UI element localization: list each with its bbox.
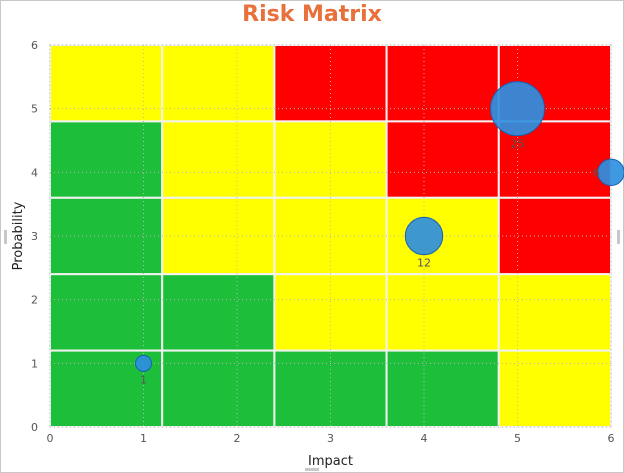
x-tick-label: 5 [514, 432, 521, 445]
resize-handle-left[interactable] [4, 230, 7, 244]
cell-r4-c2 [161, 273, 276, 352]
bubble-data-label: 1 [140, 373, 147, 386]
chart-title: Risk Matrix [242, 2, 382, 27]
y-tick-label: 4 [31, 166, 38, 179]
cell-r5-c5 [497, 349, 612, 429]
cell-r4-c1 [49, 273, 164, 352]
x-tick-label: 1 [140, 432, 147, 445]
bubble-point[interactable] [597, 158, 624, 187]
gridlines [49, 44, 612, 428]
x-tick-label: 6 [608, 432, 615, 445]
bubble-data-label: 25 [511, 138, 525, 151]
y-axis-label: Probability [11, 201, 26, 270]
cell-r2-c1 [49, 120, 164, 199]
x-axis-label: Impact [308, 454, 353, 469]
bubbles: 1 12 25 6 [135, 81, 624, 386]
bubble-point[interactable] [490, 81, 545, 137]
cell-r5-c2 [161, 349, 276, 429]
cell-r2-c3 [273, 120, 388, 199]
cell-r4-c4 [385, 273, 500, 352]
bubble-data-label: 12 [417, 257, 431, 270]
cell-r1-c4 [385, 44, 500, 123]
y-tick-label: 0 [31, 421, 38, 434]
bubble-point[interactable] [135, 354, 152, 372]
heatmap-cells [49, 44, 612, 429]
bubble-data-label: 6 [593, 166, 600, 179]
y-tick-label: 3 [31, 230, 38, 243]
cell-r1-c2 [161, 44, 276, 123]
x-tick-label: 3 [327, 432, 334, 445]
y-tick-label: 5 [31, 103, 38, 116]
cell-r2-c4 [385, 120, 500, 199]
y-tick-label: 2 [31, 294, 38, 307]
cell-r4-c5 [497, 273, 612, 352]
cell-r5-c4 [385, 349, 500, 429]
cell-r2-c2 [161, 120, 276, 199]
bubble-point[interactable] [404, 216, 444, 256]
resize-handle-bottom[interactable] [305, 468, 319, 471]
x-tick-label: 2 [234, 432, 241, 445]
x-tick-label: 0 [47, 432, 54, 445]
cell-r5-c3 [273, 349, 388, 429]
cell-r1-c1 [49, 44, 164, 123]
y-tick-label: 1 [31, 357, 38, 370]
x-tick-label: 4 [421, 432, 428, 445]
y-tick-label: 6 [31, 39, 38, 52]
resize-handle-right[interactable] [617, 230, 620, 244]
